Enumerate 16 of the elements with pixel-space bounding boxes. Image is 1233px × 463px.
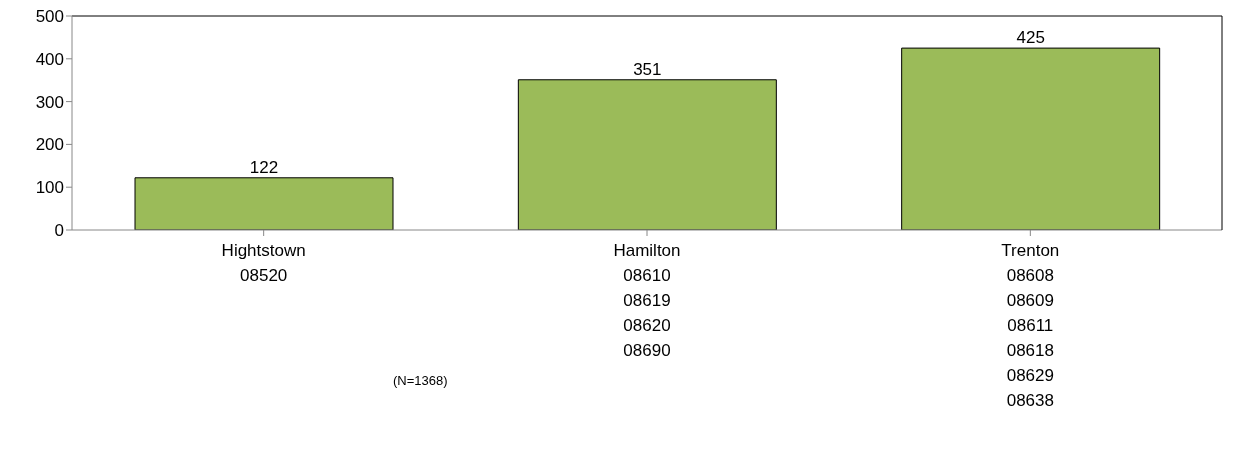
y-tick-label: 500: [35, 7, 64, 27]
x-tick-label: Hightstown 08520: [221, 241, 306, 285]
text: (N=1368): [393, 373, 448, 388]
y-tick-label: 100: [35, 178, 64, 198]
x-tick-label: Trenton 08608 08609 08611 08618 08629 08638: [1001, 241, 1060, 410]
x-tick-label: Hamilton 08610 08619 08620 08690: [613, 241, 681, 360]
bar: [517, 79, 777, 230]
data-label: 351: [633, 59, 662, 79]
y-tick-label: 300: [35, 92, 64, 112]
data-label: 122: [249, 157, 279, 177]
y-tick-label: 200: [35, 135, 64, 155]
y-tick-label: 0: [54, 221, 64, 241]
y-tick-label: 400: [35, 49, 64, 69]
data-label: 425: [1016, 28, 1045, 48]
bar: [134, 177, 394, 230]
bar: [901, 47, 1161, 230]
